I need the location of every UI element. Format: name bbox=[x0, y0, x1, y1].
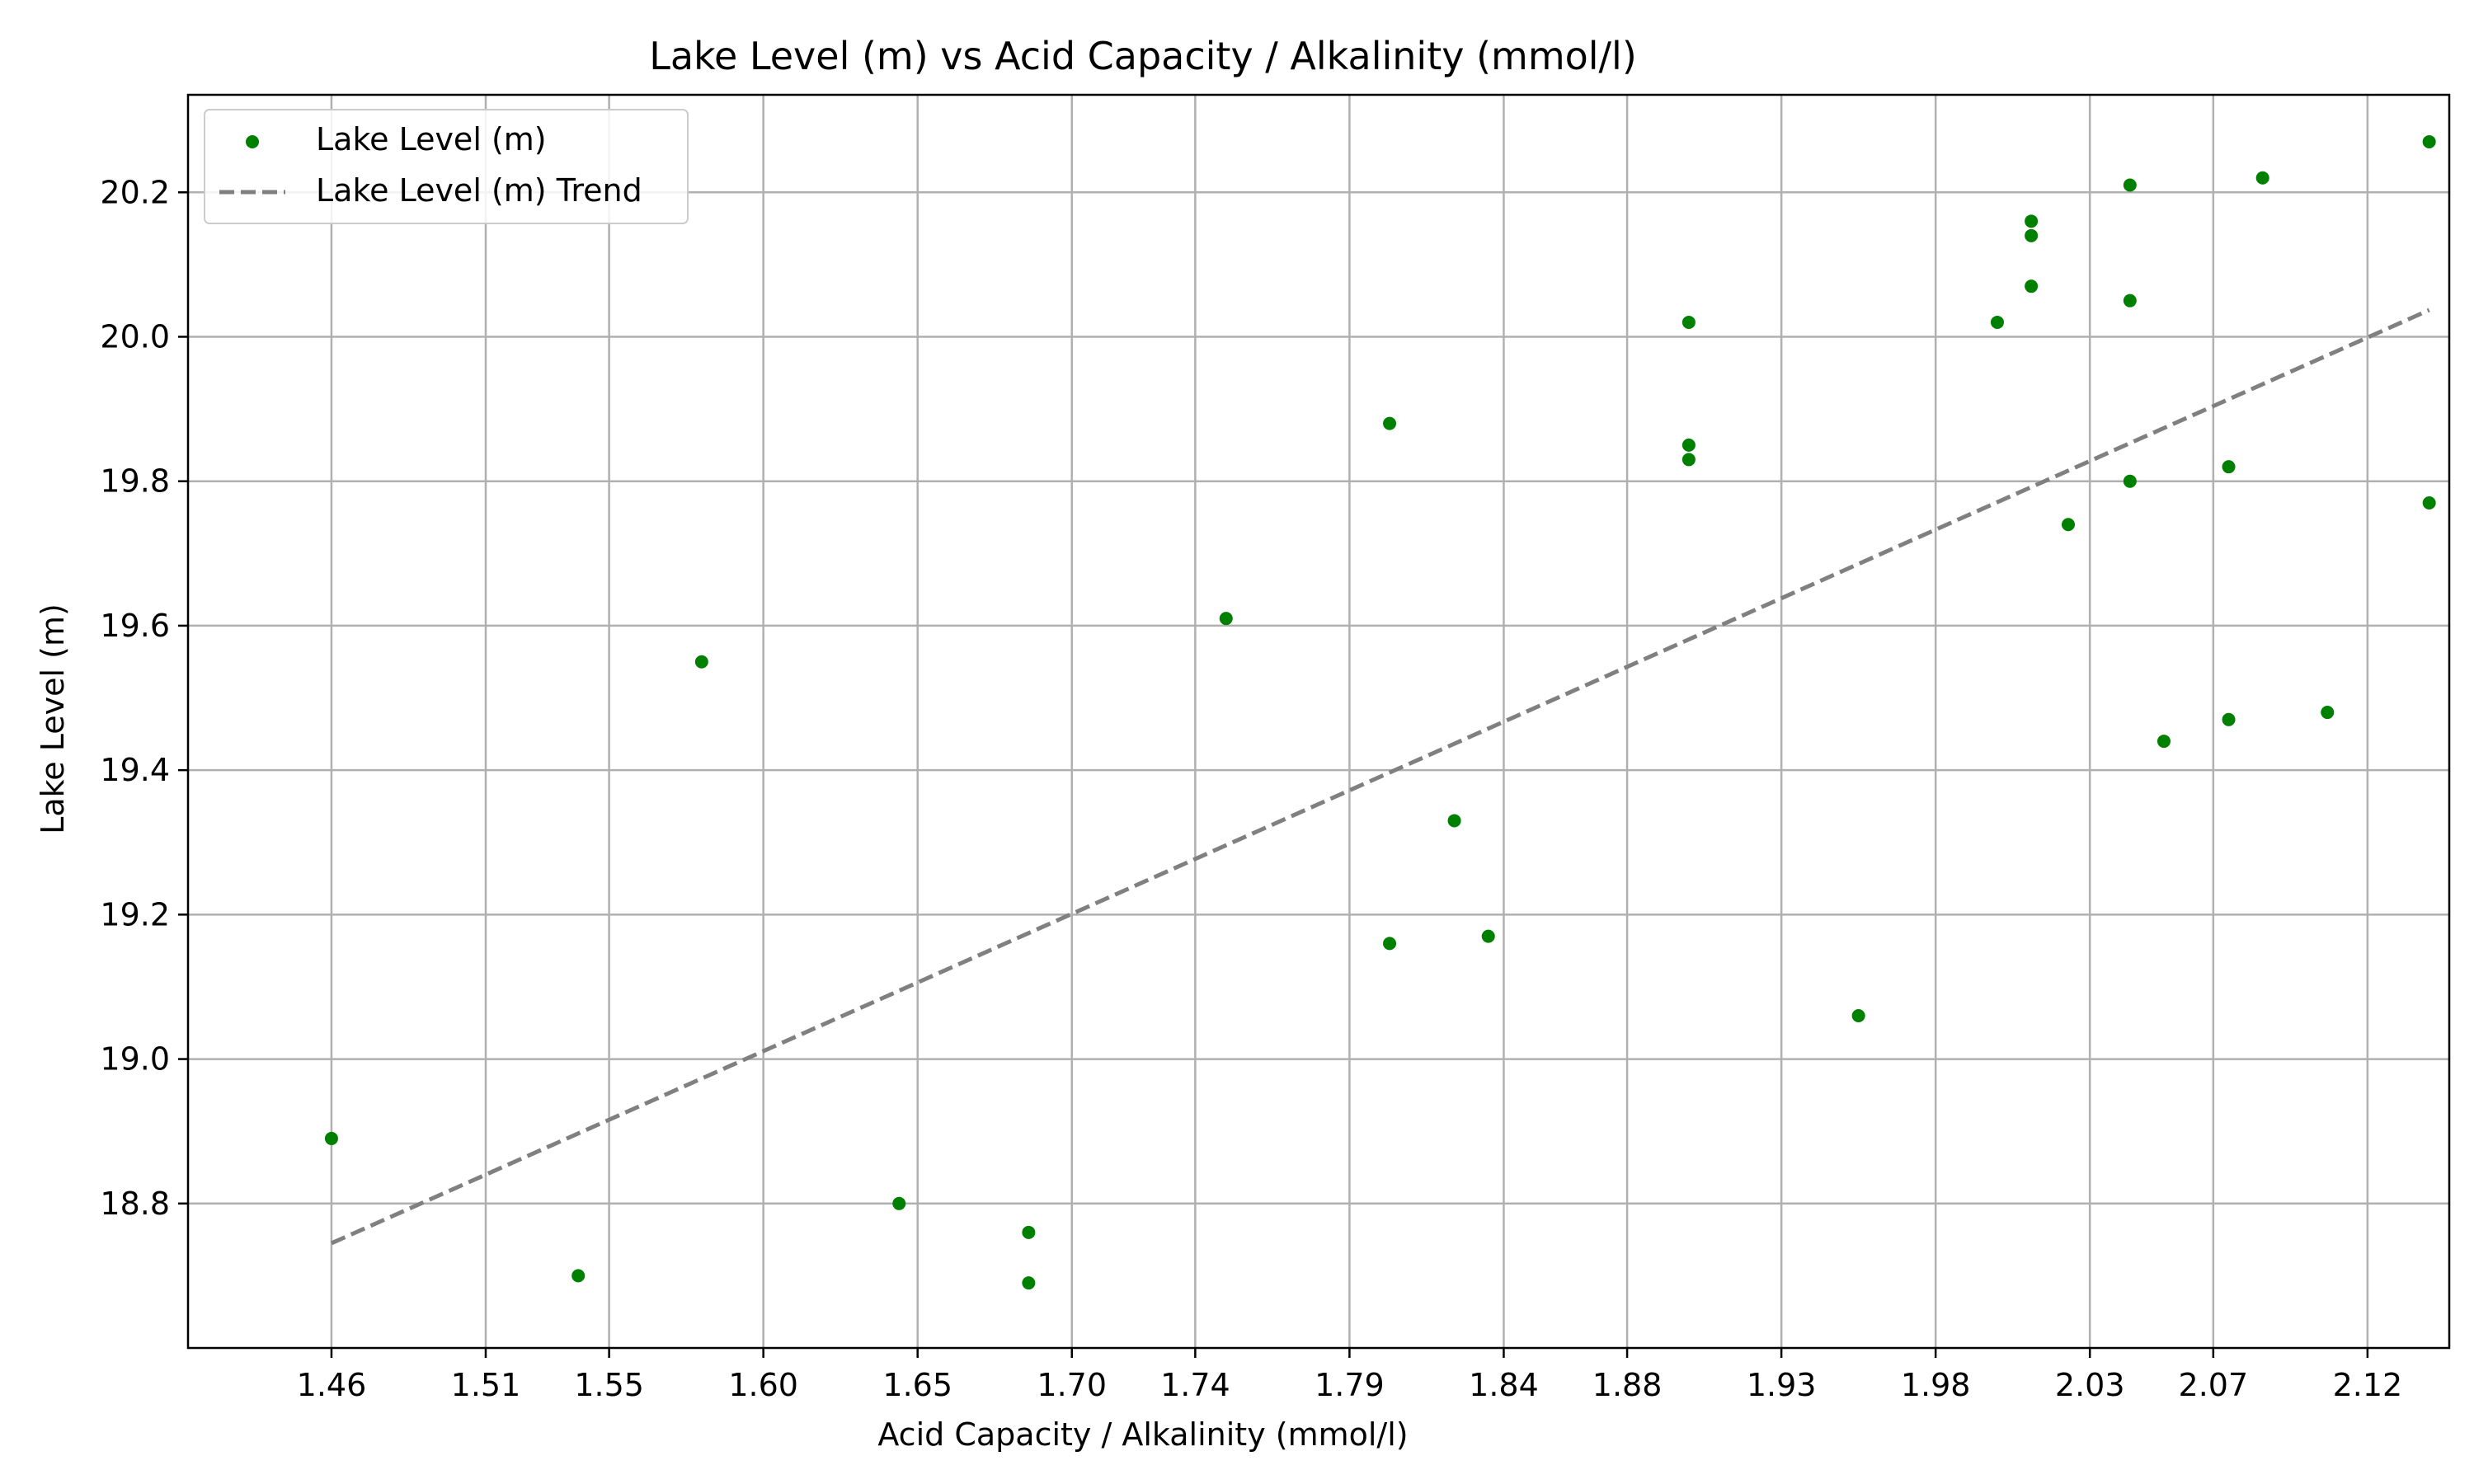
data-point bbox=[2025, 214, 2039, 228]
x-axis-ticks: 1.46 1.51 1.55 1.60 1.65 1.70 1.74 1.79 1.84 1.88… bbox=[297, 1348, 2403, 1403]
y-tick-label: 20.2 bbox=[100, 174, 170, 210]
x-tick-label: 1.60 bbox=[728, 1367, 798, 1403]
data-point bbox=[694, 655, 708, 669]
y-tick-label: 19.6 bbox=[100, 608, 170, 644]
x-tick-label: 2.03 bbox=[2055, 1367, 2125, 1403]
data-point bbox=[1851, 1009, 1865, 1023]
legend-trend-label: Lake Level (m) Trend bbox=[316, 172, 642, 209]
data-point bbox=[1022, 1225, 1036, 1239]
data-point bbox=[2062, 518, 2076, 532]
y-tick-label: 20.0 bbox=[100, 318, 170, 355]
data-point bbox=[2222, 460, 2236, 474]
data-point bbox=[892, 1196, 906, 1210]
data-point bbox=[571, 1269, 586, 1283]
data-point bbox=[2157, 735, 2171, 749]
x-tick-label: 1.79 bbox=[1315, 1367, 1385, 1403]
data-point bbox=[1681, 453, 1696, 467]
x-tick-label: 1.51 bbox=[451, 1367, 521, 1403]
data-point bbox=[1681, 315, 1696, 329]
data-point bbox=[1481, 929, 1495, 943]
x-tick-label: 1.55 bbox=[574, 1367, 644, 1403]
y-tick-label: 19.4 bbox=[100, 752, 170, 788]
data-point bbox=[1990, 315, 2004, 329]
x-tick-label: 1.84 bbox=[1469, 1367, 1539, 1403]
x-tick-label: 1.46 bbox=[297, 1367, 367, 1403]
x-tick-label: 1.70 bbox=[1037, 1367, 1107, 1403]
x-tick-label: 1.93 bbox=[1747, 1367, 1817, 1403]
legend: Lake Level (m) Lake Level (m) Trend bbox=[204, 109, 689, 224]
chart-title: Lake Level (m) vs Acid Capacity / Alkali… bbox=[649, 34, 1637, 78]
data-point bbox=[1681, 438, 1696, 452]
data-point bbox=[2025, 228, 2039, 242]
data-point bbox=[2255, 171, 2269, 185]
x-tick-label: 1.88 bbox=[1592, 1367, 1663, 1403]
data-point bbox=[2222, 712, 2236, 726]
trend-line bbox=[330, 308, 2430, 1246]
scatter-points bbox=[324, 134, 2436, 1290]
legend-scatter-marker bbox=[246, 135, 259, 148]
data-point bbox=[2321, 706, 2335, 720]
data-point bbox=[2123, 294, 2137, 308]
data-point bbox=[2123, 178, 2137, 192]
y-tick-label: 18.8 bbox=[100, 1186, 170, 1222]
y-tick-label: 19.8 bbox=[100, 463, 170, 500]
x-tick-label: 1.65 bbox=[882, 1367, 952, 1403]
x-axis-label: Acid Capacity / Alkalinity (mmol/l) bbox=[877, 1416, 1408, 1453]
legend-box bbox=[204, 109, 689, 224]
data-point bbox=[2422, 134, 2436, 148]
legend-scatter-label: Lake Level (m) bbox=[316, 121, 547, 157]
trend-line-layer bbox=[330, 308, 2430, 1246]
grid bbox=[188, 95, 2449, 1348]
data-point bbox=[1022, 1276, 1036, 1290]
data-point bbox=[1383, 416, 1397, 430]
x-tick-label: 1.74 bbox=[1160, 1367, 1230, 1403]
plot-area-frame bbox=[186, 93, 2451, 1350]
data-point bbox=[2025, 279, 2039, 294]
data-point bbox=[1447, 814, 1461, 828]
x-tick-label: 2.07 bbox=[2179, 1367, 2249, 1403]
data-point bbox=[1219, 612, 1233, 626]
y-axis-ticks: 18.8 19.0 19.2 19.4 19.6 19.8 20.0 20.2 bbox=[100, 174, 188, 1222]
x-tick-label: 2.12 bbox=[2333, 1367, 2403, 1403]
data-point bbox=[2123, 474, 2137, 488]
data-point bbox=[324, 1131, 338, 1145]
data-point bbox=[1383, 937, 1397, 951]
data-point bbox=[2422, 495, 2436, 510]
y-tick-label: 19.2 bbox=[100, 896, 170, 932]
y-tick-label: 19.0 bbox=[100, 1041, 170, 1078]
y-axis-label: Lake Level (m) bbox=[35, 603, 71, 834]
x-tick-label: 1.98 bbox=[1901, 1367, 1971, 1403]
